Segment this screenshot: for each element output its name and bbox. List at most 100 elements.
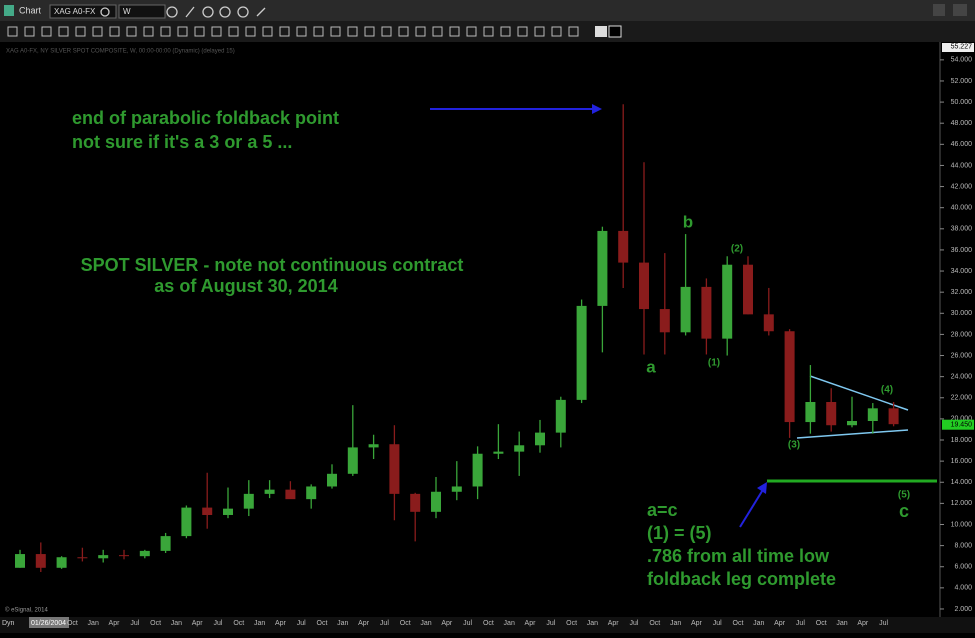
y-tick-label: 16.000 <box>951 458 973 465</box>
drawing-tool[interactable] <box>177 26 188 37</box>
annotation: (2) <box>731 244 743 255</box>
pin-button[interactable] <box>933 4 945 16</box>
plot: 2.000 4.000 6.000 8.000 10.000 12.000 14.000 16… <box>15 44 974 627</box>
candle-body <box>451 486 462 492</box>
window-title: Chart <box>19 5 42 15</box>
tool-icon[interactable] <box>202 6 214 18</box>
drawing-tool[interactable] <box>279 26 290 37</box>
candle-body <box>535 432 545 446</box>
drawing-tool[interactable] <box>24 26 35 37</box>
drawing-tool[interactable] <box>262 26 273 37</box>
annotation: a=c <box>647 500 678 520</box>
annotation: as of August 30, 2014 <box>154 276 337 296</box>
drawing-tool[interactable] <box>7 26 18 37</box>
dyn-button[interactable]: Dyn <box>2 620 15 627</box>
tag-icon[interactable] <box>256 7 266 17</box>
drawing-tool[interactable] <box>313 26 324 37</box>
drawing-tool[interactable] <box>126 26 137 37</box>
drawing-tool[interactable] <box>92 26 103 37</box>
lock-tool[interactable] <box>608 25 622 38</box>
drawing-tool[interactable] <box>228 26 239 37</box>
x-tick-label: Oct <box>317 620 328 627</box>
candle-body <box>98 555 109 559</box>
x-tick-label: Apr <box>358 620 370 627</box>
x-tick-label: Jan <box>254 620 265 627</box>
candle-body <box>347 447 358 474</box>
arrow-head <box>757 482 767 494</box>
trend-line-upper <box>809 375 909 411</box>
annotation: (5) <box>898 490 910 501</box>
x-tick-label: Oct <box>150 620 161 627</box>
drawing-tool[interactable] <box>466 26 477 37</box>
drawing-tool[interactable] <box>296 26 307 37</box>
drawing-tool[interactable] <box>483 26 494 37</box>
candle-body <box>493 451 504 454</box>
drawing-tool[interactable] <box>211 26 222 37</box>
link-icon[interactable] <box>100 7 110 17</box>
add-icon[interactable] <box>237 6 249 18</box>
title-bar <box>0 0 975 21</box>
drawing-tool[interactable] <box>517 26 528 37</box>
price-axis <box>940 42 975 617</box>
x-tick-label: Jul <box>630 620 639 627</box>
x-tick-label: Jan <box>753 620 764 627</box>
interval[interactable]: W <box>123 7 131 16</box>
drawing-tool[interactable] <box>551 26 562 37</box>
drawing-tool[interactable] <box>568 26 579 37</box>
drawing-tool[interactable] <box>449 26 460 37</box>
candle-body <box>514 445 525 452</box>
text-tool[interactable] <box>595 26 607 37</box>
symbol[interactable]: XAG A0-FX <box>54 7 96 16</box>
drawing-tool[interactable] <box>381 26 392 37</box>
x-tick-label: Jul <box>297 620 306 627</box>
drawing-tool[interactable] <box>75 26 86 37</box>
candle-body <box>659 309 670 333</box>
drawing-tool[interactable] <box>534 26 545 37</box>
y-tick-label: 44.000 <box>951 162 973 169</box>
annotation: not sure if it's a 3 or a 5 ... <box>72 132 292 152</box>
app-icon <box>4 5 14 16</box>
drawing-tool[interactable] <box>398 26 409 37</box>
y-tick-label: 50.000 <box>951 99 973 106</box>
drawing-tool[interactable] <box>109 26 120 37</box>
y-tick-label: 38.000 <box>951 226 973 233</box>
drawing-toolbar <box>0 21 975 42</box>
last-price: 19.450 <box>951 422 973 429</box>
drawing-tool[interactable] <box>415 26 426 37</box>
drawing-tool[interactable] <box>58 26 69 37</box>
play-icon[interactable] <box>219 6 231 18</box>
drawing-tool[interactable] <box>41 26 52 37</box>
x-tick-label: Jul <box>463 620 472 627</box>
annotation: (3) <box>788 440 800 451</box>
pen-icon[interactable] <box>185 6 195 18</box>
candle-body <box>264 489 275 494</box>
candle-body <box>243 493 254 509</box>
last-price-box <box>942 419 974 430</box>
drawing-tool[interactable] <box>330 26 341 37</box>
candle-body <box>555 399 566 433</box>
x-tick-label: Apr <box>774 620 786 627</box>
x-tick-label: Jan <box>587 620 598 627</box>
x-tick-label: Jan <box>836 620 847 627</box>
candle-body <box>472 453 483 487</box>
x-tick-label: Jul <box>879 620 888 627</box>
drawing-tool[interactable] <box>245 26 256 37</box>
drawing-tool[interactable] <box>160 26 171 37</box>
candle-body <box>639 262 649 310</box>
drawing-tool[interactable] <box>347 26 358 37</box>
drawing-tool[interactable] <box>194 26 205 37</box>
interval-box[interactable] <box>118 4 166 19</box>
start-date: 01/26/2004 <box>31 620 66 627</box>
candle-body <box>763 314 774 332</box>
drawing-tool[interactable] <box>364 26 375 37</box>
drawing-tool[interactable] <box>500 26 511 37</box>
drawing-tool[interactable] <box>432 26 443 37</box>
annotation: .786 from all time low <box>647 546 830 566</box>
close-button[interactable] <box>953 4 967 16</box>
refresh-icon[interactable] <box>166 6 178 18</box>
symbol-box[interactable] <box>49 4 117 19</box>
drawing-tool[interactable] <box>143 26 154 37</box>
y-tick-label: 32.000 <box>951 289 973 296</box>
annotation: SPOT SILVER - note not continuous contra… <box>81 255 464 275</box>
